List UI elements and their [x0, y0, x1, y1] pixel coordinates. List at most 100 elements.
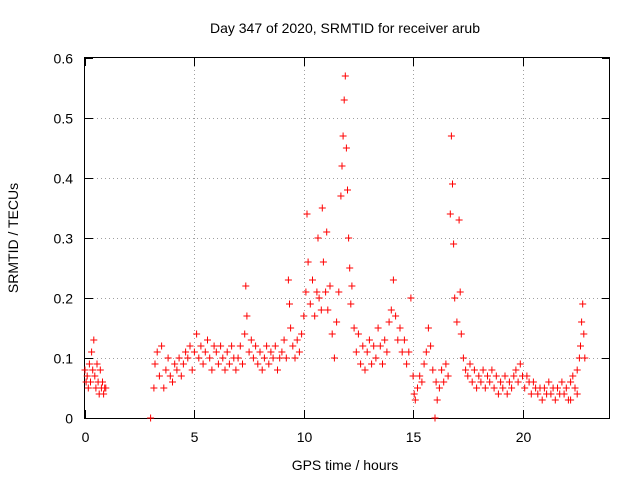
data-series: [81, 72, 589, 422]
data-point: [475, 372, 483, 380]
x-tick-label: 20: [516, 429, 532, 445]
data-point: [263, 342, 271, 350]
data-point: [470, 366, 478, 374]
data-point: [348, 282, 356, 290]
data-point: [225, 360, 233, 368]
data-point: [210, 342, 218, 350]
data-point: [319, 258, 327, 266]
data-point: [241, 330, 249, 338]
x-tick-label: 0: [82, 429, 90, 445]
data-point: [265, 360, 273, 368]
data-point: [494, 390, 502, 398]
data-point: [340, 96, 348, 104]
data-point: [93, 360, 101, 368]
x-tick-label: 15: [406, 429, 422, 445]
data-point: [258, 366, 266, 374]
data-point: [190, 348, 198, 356]
data-point: [242, 282, 250, 290]
data-point: [499, 384, 507, 392]
data-point: [431, 414, 439, 422]
data-point: [450, 240, 458, 248]
data-point: [201, 348, 209, 356]
data-point: [328, 330, 336, 338]
data-point: [455, 216, 463, 224]
data-point: [223, 348, 231, 356]
data-point: [562, 384, 570, 392]
y-tick-label: 0.3: [54, 231, 74, 247]
data-point: [269, 354, 277, 362]
data-point: [195, 354, 203, 362]
data-point: [326, 282, 334, 290]
data-point: [236, 342, 244, 350]
data-point: [473, 384, 481, 392]
data-point: [398, 348, 406, 356]
data-point: [385, 318, 393, 326]
data-point: [372, 354, 380, 362]
data-point: [162, 366, 170, 374]
data-point: [330, 354, 338, 362]
data-point: [267, 348, 275, 356]
data-point: [573, 390, 581, 398]
grid: [85, 58, 610, 418]
data-point: [197, 342, 205, 350]
data-point: [357, 360, 365, 368]
data-point: [214, 360, 222, 368]
data-point: [368, 360, 376, 368]
y-tick-label: 0.5: [54, 111, 74, 127]
data-point: [184, 354, 192, 362]
data-point: [81, 366, 89, 374]
data-point: [577, 342, 584, 350]
data-point: [206, 354, 214, 362]
data-point: [505, 378, 513, 386]
data-point: [453, 318, 461, 326]
data-point: [179, 360, 187, 368]
data-point: [396, 324, 404, 332]
data-point: [83, 372, 91, 380]
data-point: [440, 378, 448, 386]
data-point: [300, 312, 308, 320]
data-point: [341, 72, 349, 80]
data-point: [221, 366, 229, 374]
data-point: [407, 294, 415, 302]
data-point: [444, 372, 452, 380]
data-point: [164, 354, 172, 362]
data-point: [387, 306, 395, 314]
data-point: [435, 384, 443, 392]
data-point: [90, 336, 98, 344]
data-point: [424, 324, 432, 332]
data-point: [477, 378, 485, 386]
data-point: [155, 372, 163, 380]
data-point: [232, 366, 240, 374]
data-point: [545, 378, 553, 386]
data-point: [313, 288, 321, 296]
data-point: [433, 396, 441, 404]
x-tick-label: 10: [297, 429, 313, 445]
x-axis-label: GPS time / hours: [292, 457, 399, 473]
data-point: [457, 330, 465, 338]
data-point: [456, 288, 464, 296]
data-point: [451, 294, 459, 302]
data-point: [245, 348, 253, 356]
data-point: [579, 300, 587, 308]
data-point: [527, 390, 535, 398]
data-point: [554, 384, 561, 392]
data-point: [429, 366, 437, 374]
data-point: [383, 348, 391, 356]
data-point: [464, 372, 472, 380]
data-point: [422, 348, 430, 356]
data-point: [481, 384, 489, 392]
data-point: [278, 348, 286, 356]
y-tick-label: 0.1: [54, 351, 74, 367]
data-point: [84, 384, 92, 392]
data-point: [186, 342, 194, 350]
data-point: [580, 330, 588, 338]
data-point: [182, 348, 190, 356]
data-point: [427, 342, 435, 350]
data-point: [573, 366, 581, 374]
data-point: [153, 348, 161, 356]
data-point: [540, 384, 548, 392]
data-point: [303, 210, 311, 218]
data-point: [547, 390, 555, 398]
x-tick-label: 5: [191, 429, 199, 445]
